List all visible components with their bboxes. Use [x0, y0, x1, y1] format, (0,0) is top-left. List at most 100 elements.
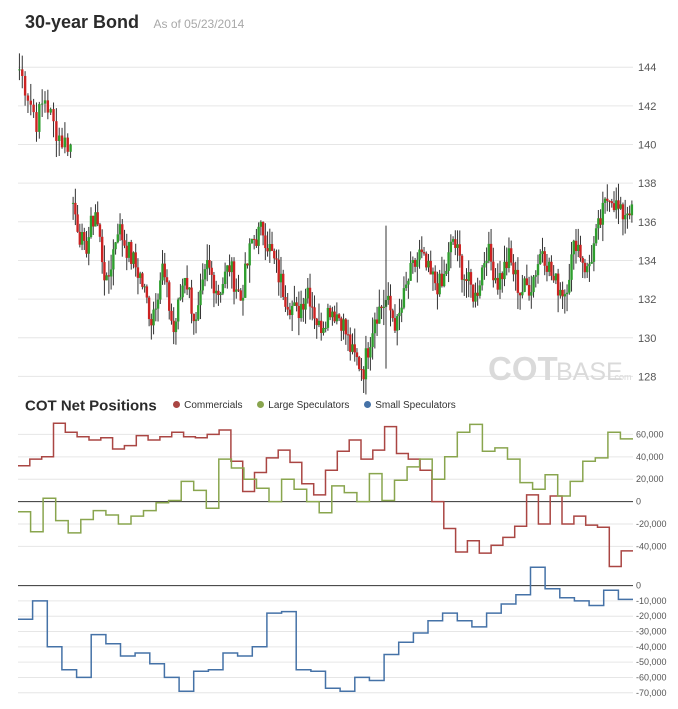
candle [255, 228, 258, 248]
candle [337, 313, 341, 322]
legend-commercials[interactable]: Commercials [173, 400, 245, 411]
candle [427, 253, 430, 273]
candle [404, 271, 408, 291]
cot-axis: -40,000 -20,000 0 20,000 40,000 60,000 [636, 429, 667, 551]
candle [570, 241, 573, 292]
candle [277, 249, 280, 296]
candle [26, 93, 30, 114]
candle [416, 252, 419, 283]
candle [40, 89, 44, 117]
candle [83, 227, 86, 250]
candle [268, 228, 272, 263]
candle [610, 198, 613, 208]
series-line-large [18, 423, 633, 534]
candle [74, 188, 77, 226]
candle [389, 284, 392, 327]
legend-large-marker [257, 401, 265, 409]
candle [525, 264, 529, 286]
candle [518, 292, 522, 310]
candle [458, 230, 461, 268]
candle [293, 285, 296, 306]
candle [241, 284, 245, 316]
candle [474, 282, 477, 308]
candle [306, 278, 309, 304]
legend-large-speculators[interactable]: Large Speculators [257, 400, 352, 411]
candle [210, 261, 213, 289]
candle [190, 279, 193, 324]
candle [349, 327, 352, 361]
candle [438, 269, 441, 297]
candle [257, 222, 260, 255]
candle [485, 247, 488, 276]
candle [382, 289, 385, 326]
candle [530, 275, 533, 309]
candle [100, 229, 104, 274]
candle [317, 303, 321, 328]
candle [501, 271, 504, 293]
candle [581, 256, 584, 278]
candle [134, 243, 137, 277]
candle [469, 268, 473, 298]
candle [23, 71, 27, 106]
candle [331, 306, 334, 326]
candle [145, 284, 149, 304]
small-axis: 0 -10,000 -20,000 -30,000 -40,000 -50,000 -60,… [636, 581, 667, 698]
candle [487, 231, 491, 264]
candle [226, 265, 229, 289]
candle [463, 274, 466, 297]
candle [418, 239, 421, 269]
candle [295, 296, 298, 312]
price-tick-label: 132 [638, 294, 656, 306]
candle [38, 101, 41, 139]
candle [172, 307, 175, 345]
candle [612, 191, 616, 213]
candle [465, 268, 468, 298]
candle [60, 127, 64, 149]
candle [199, 273, 202, 320]
candle [286, 292, 289, 316]
small-tick-label: -60,000 [636, 672, 667, 682]
candle [460, 253, 464, 293]
candle [223, 262, 227, 289]
candle [608, 200, 611, 212]
small-tick-label: -70,000 [636, 688, 667, 698]
candle [288, 302, 292, 320]
candle [630, 200, 634, 223]
cot-tick-label: 0 [636, 497, 641, 507]
candle [574, 228, 578, 264]
candle [552, 265, 555, 283]
candle [494, 268, 497, 284]
candle [264, 223, 267, 261]
candle [78, 223, 82, 248]
candle [152, 301, 155, 335]
legend-small-speculators[interactable]: Small Speculators [364, 400, 456, 411]
candle [601, 191, 605, 242]
candle [179, 284, 182, 301]
candle [433, 265, 437, 291]
candle [449, 234, 453, 269]
candle [556, 268, 560, 313]
candle [174, 318, 178, 345]
candle [114, 241, 117, 255]
candle [407, 278, 410, 299]
candle [478, 280, 482, 299]
candle [559, 282, 562, 299]
candle [599, 209, 602, 229]
candle [261, 221, 265, 246]
candle [590, 245, 593, 264]
series-line-commercials [18, 422, 633, 568]
candle [594, 223, 598, 246]
cot-header: COT Net Positions Commercials Large Spec… [25, 397, 456, 415]
candle [588, 254, 591, 282]
candle [112, 239, 115, 286]
candle [543, 246, 546, 276]
candle [214, 280, 218, 304]
candle [96, 201, 99, 227]
candle [103, 245, 106, 296]
candle [523, 276, 526, 293]
candle [185, 265, 189, 296]
candle [324, 321, 327, 333]
candle [43, 91, 47, 113]
candle [105, 272, 108, 281]
candle [58, 127, 61, 156]
